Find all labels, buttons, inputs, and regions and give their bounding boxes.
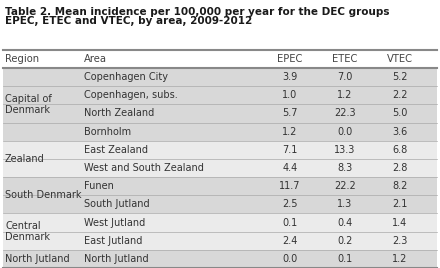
Text: 0.4: 0.4 xyxy=(337,218,352,228)
Bar xyxy=(3,250,437,268)
Bar xyxy=(3,68,437,86)
Bar xyxy=(3,50,437,68)
Text: 4.4: 4.4 xyxy=(282,163,297,173)
Text: 11.7: 11.7 xyxy=(279,181,301,191)
Text: EPEC: EPEC xyxy=(277,54,303,64)
Text: 1.2: 1.2 xyxy=(337,90,353,100)
Text: 13.3: 13.3 xyxy=(334,145,356,155)
Text: Table 2. Mean incidence per 100,000 per year for the DEC groups: Table 2. Mean incidence per 100,000 per … xyxy=(5,7,389,17)
Text: 5.2: 5.2 xyxy=(392,72,408,82)
Text: 22.3: 22.3 xyxy=(334,109,356,118)
Text: Copenhagen, subs.: Copenhagen, subs. xyxy=(84,90,178,100)
Text: 1.4: 1.4 xyxy=(392,218,407,228)
Text: South Jutland: South Jutland xyxy=(84,199,150,209)
Text: 2.4: 2.4 xyxy=(282,236,298,246)
Text: North Jutland: North Jutland xyxy=(5,254,70,264)
Text: East Jutland: East Jutland xyxy=(84,236,143,246)
Text: 0.0: 0.0 xyxy=(282,254,297,264)
Text: 2.1: 2.1 xyxy=(392,199,408,209)
Text: 1.0: 1.0 xyxy=(282,90,297,100)
Bar xyxy=(3,104,437,122)
Text: North Zealand: North Zealand xyxy=(84,109,154,118)
Text: 1.2: 1.2 xyxy=(282,127,298,137)
Bar xyxy=(3,86,437,104)
Text: North Jutland: North Jutland xyxy=(84,254,149,264)
Text: 2.3: 2.3 xyxy=(392,236,408,246)
Bar xyxy=(3,141,437,159)
Text: Area: Area xyxy=(84,54,107,64)
Text: 7.0: 7.0 xyxy=(337,72,353,82)
Text: VTEC: VTEC xyxy=(387,54,413,64)
Text: South Denmark: South Denmark xyxy=(5,190,81,200)
Text: Capital of
Denmark: Capital of Denmark xyxy=(5,94,52,115)
Text: 0.2: 0.2 xyxy=(337,236,353,246)
Text: 3.9: 3.9 xyxy=(282,72,297,82)
Text: 5.0: 5.0 xyxy=(392,109,408,118)
Text: 22.2: 22.2 xyxy=(334,181,356,191)
Text: East Zealand: East Zealand xyxy=(84,145,148,155)
Text: ETEC: ETEC xyxy=(332,54,358,64)
Text: 5.7: 5.7 xyxy=(282,109,298,118)
Text: Central
Denmark: Central Denmark xyxy=(5,221,50,243)
Text: 8.3: 8.3 xyxy=(337,163,352,173)
Text: Region: Region xyxy=(5,54,39,64)
Text: West Jutland: West Jutland xyxy=(84,218,145,228)
Text: 2.8: 2.8 xyxy=(392,163,408,173)
Text: West and South Zealand: West and South Zealand xyxy=(84,163,204,173)
Text: 0.1: 0.1 xyxy=(282,218,297,228)
Bar xyxy=(3,213,437,232)
Text: EPEC, ETEC and VTEC, by area, 2009-2012: EPEC, ETEC and VTEC, by area, 2009-2012 xyxy=(5,16,252,26)
Text: 8.2: 8.2 xyxy=(392,181,408,191)
Text: Funen: Funen xyxy=(84,181,114,191)
Text: 1.2: 1.2 xyxy=(392,254,408,264)
Bar xyxy=(3,195,437,213)
Text: 1.3: 1.3 xyxy=(337,199,352,209)
Text: 2.2: 2.2 xyxy=(392,90,408,100)
Text: Copenhagen City: Copenhagen City xyxy=(84,72,168,82)
Bar xyxy=(3,177,437,195)
Bar xyxy=(3,159,437,177)
Text: 0.1: 0.1 xyxy=(337,254,352,264)
Bar xyxy=(3,232,437,250)
Text: 7.1: 7.1 xyxy=(282,145,298,155)
Bar xyxy=(3,122,437,141)
Text: 0.0: 0.0 xyxy=(337,127,352,137)
Text: Zealand: Zealand xyxy=(5,154,45,164)
Text: Bornholm: Bornholm xyxy=(84,127,131,137)
Text: 2.5: 2.5 xyxy=(282,199,298,209)
Text: 6.8: 6.8 xyxy=(392,145,407,155)
Text: 3.6: 3.6 xyxy=(392,127,407,137)
